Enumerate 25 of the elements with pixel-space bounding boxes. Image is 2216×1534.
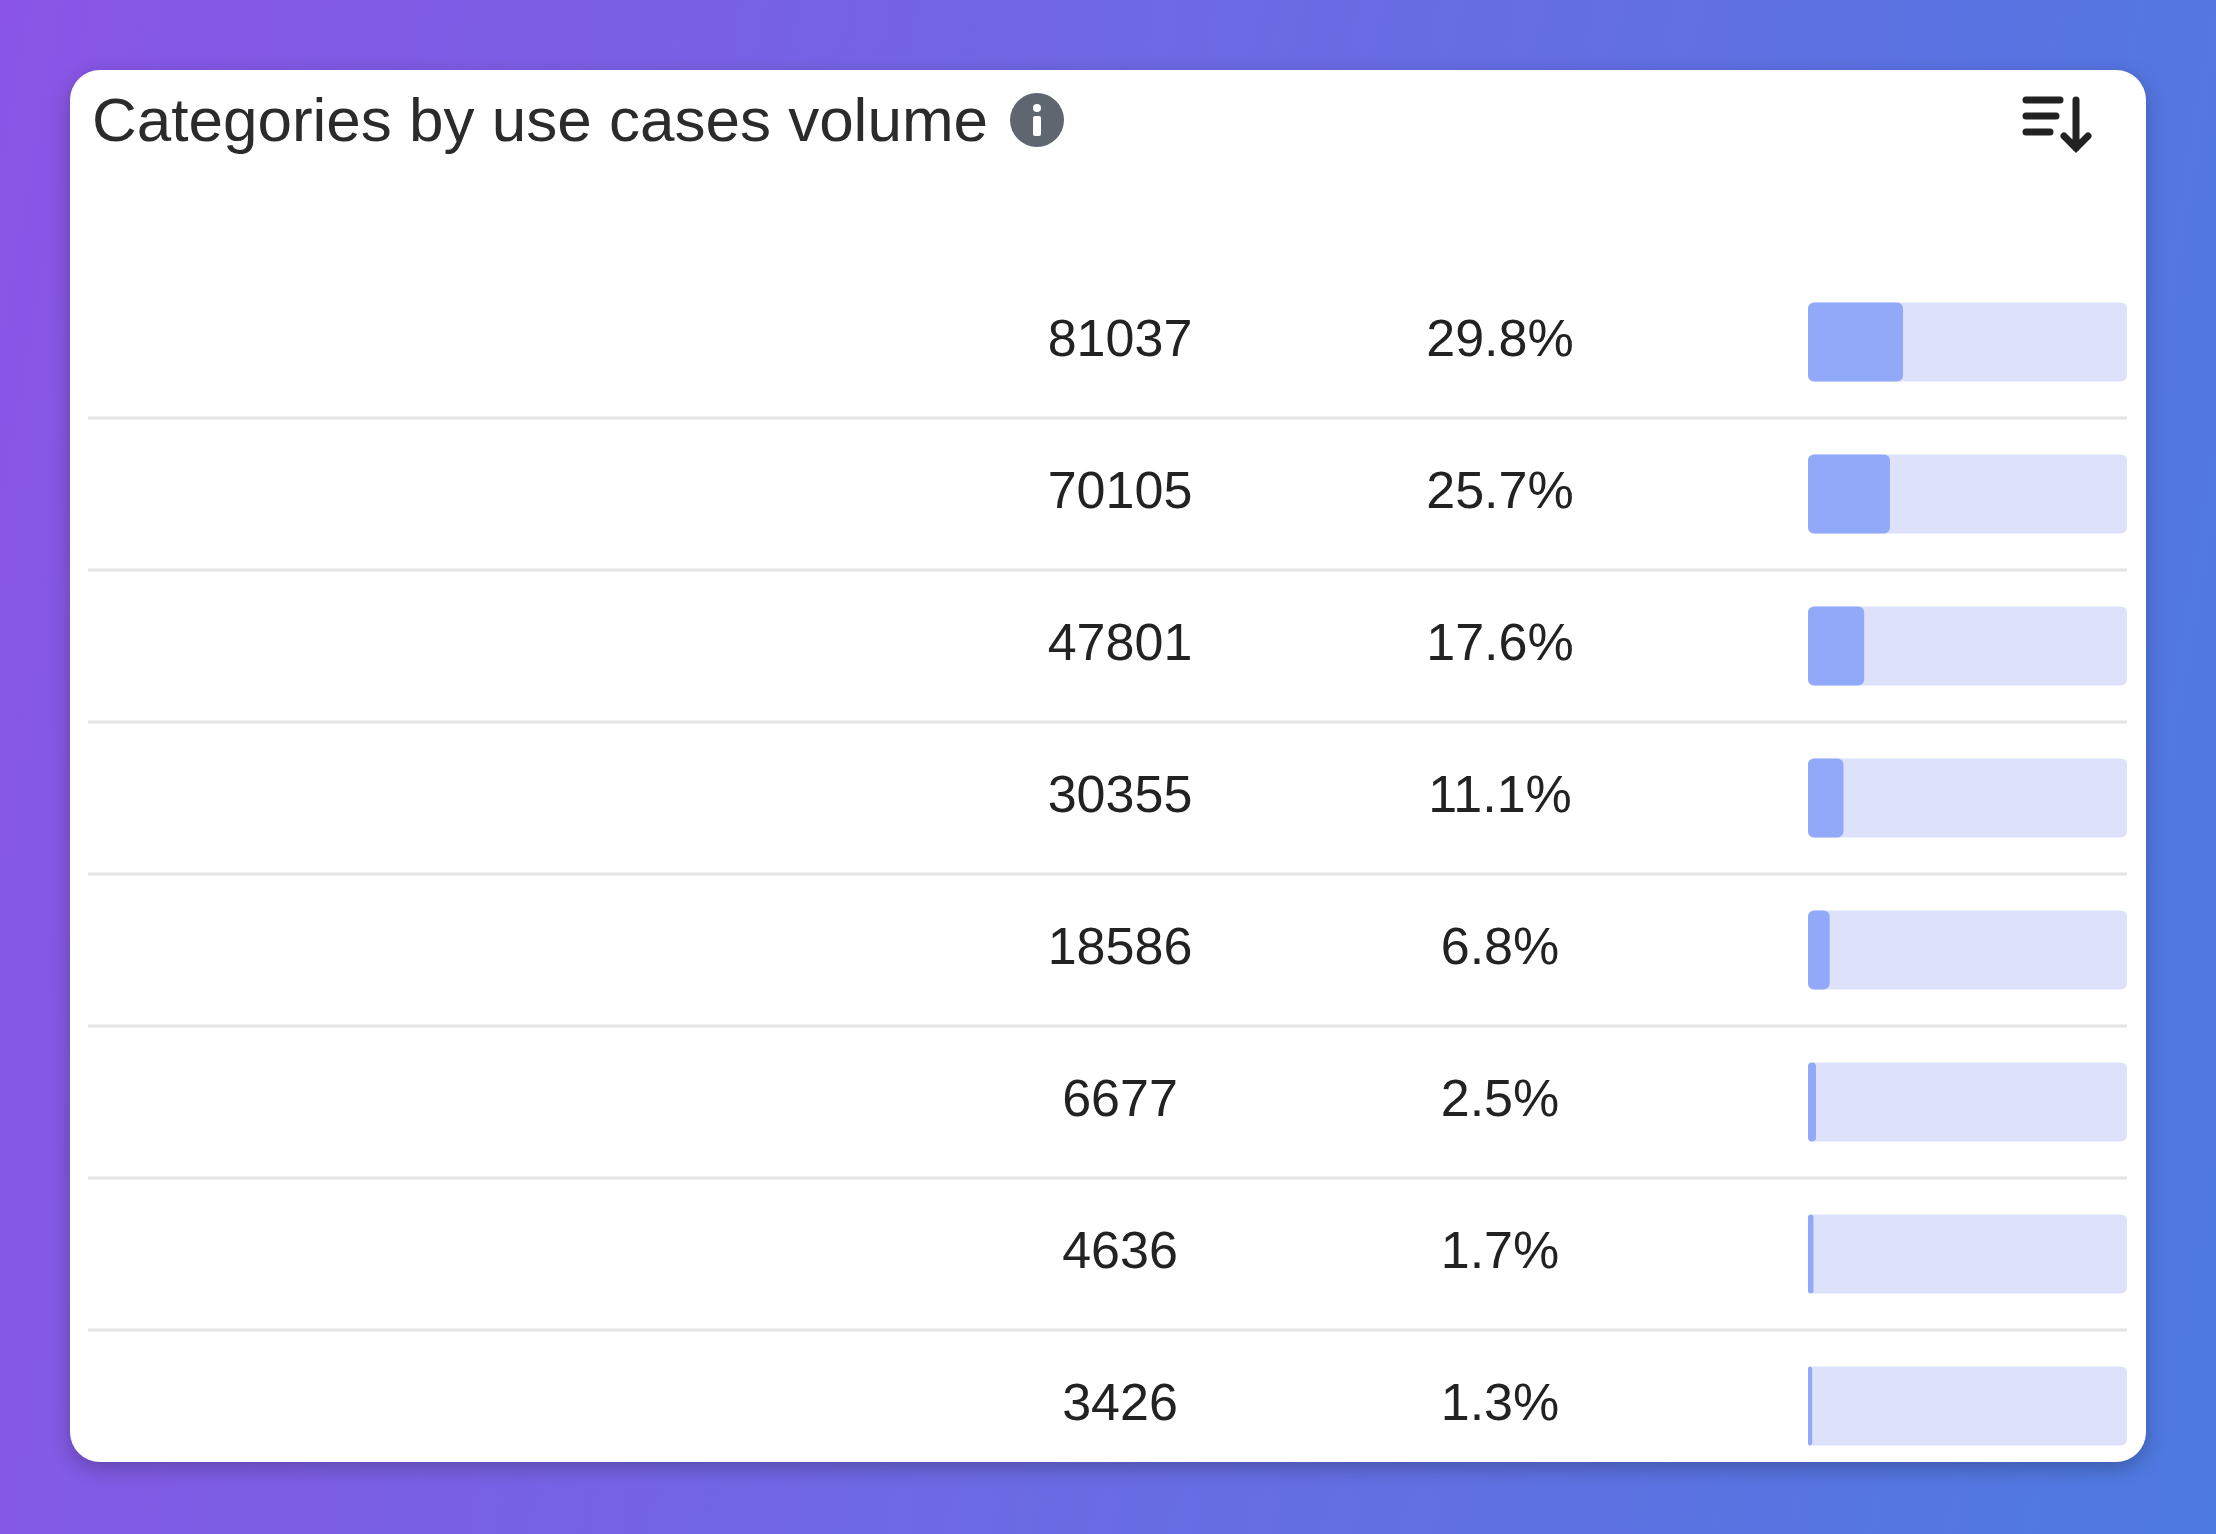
- text: 3426: [1062, 1373, 1178, 1432]
- bar: [1808, 1366, 1813, 1446]
- data-label: 1.3%: [1440, 1373, 1560, 1432]
- bar: [1808, 606, 1865, 686]
- text: 4636: [1062, 1221, 1178, 1280]
- text: 6677: [1062, 1069, 1178, 1128]
- text: 30355: [1047, 765, 1193, 824]
- text: 18586: [1047, 917, 1193, 976]
- data-label: 11.1%: [1428, 765, 1572, 824]
- data-label: 6.8%: [1440, 917, 1560, 976]
- text: Categories by use cases volume: [92, 84, 989, 155]
- bar: [1808, 302, 1904, 382]
- bar: [1808, 758, 1844, 838]
- data-label: 1.7%: [1440, 1221, 1560, 1280]
- bar: [1808, 454, 1890, 534]
- data-label: 25.7%: [1426, 461, 1574, 520]
- text: 47801: [1047, 613, 1193, 672]
- data-label: 29.8%: [1426, 309, 1574, 368]
- data-label: 17.6%: [1426, 613, 1574, 672]
- bar: [1808, 1214, 1814, 1294]
- data-label: 2.5%: [1440, 1069, 1560, 1128]
- bar: [1808, 1062, 1816, 1142]
- text: 81037: [1047, 309, 1193, 368]
- bar: [1808, 910, 1830, 990]
- text: 70105: [1047, 461, 1193, 520]
